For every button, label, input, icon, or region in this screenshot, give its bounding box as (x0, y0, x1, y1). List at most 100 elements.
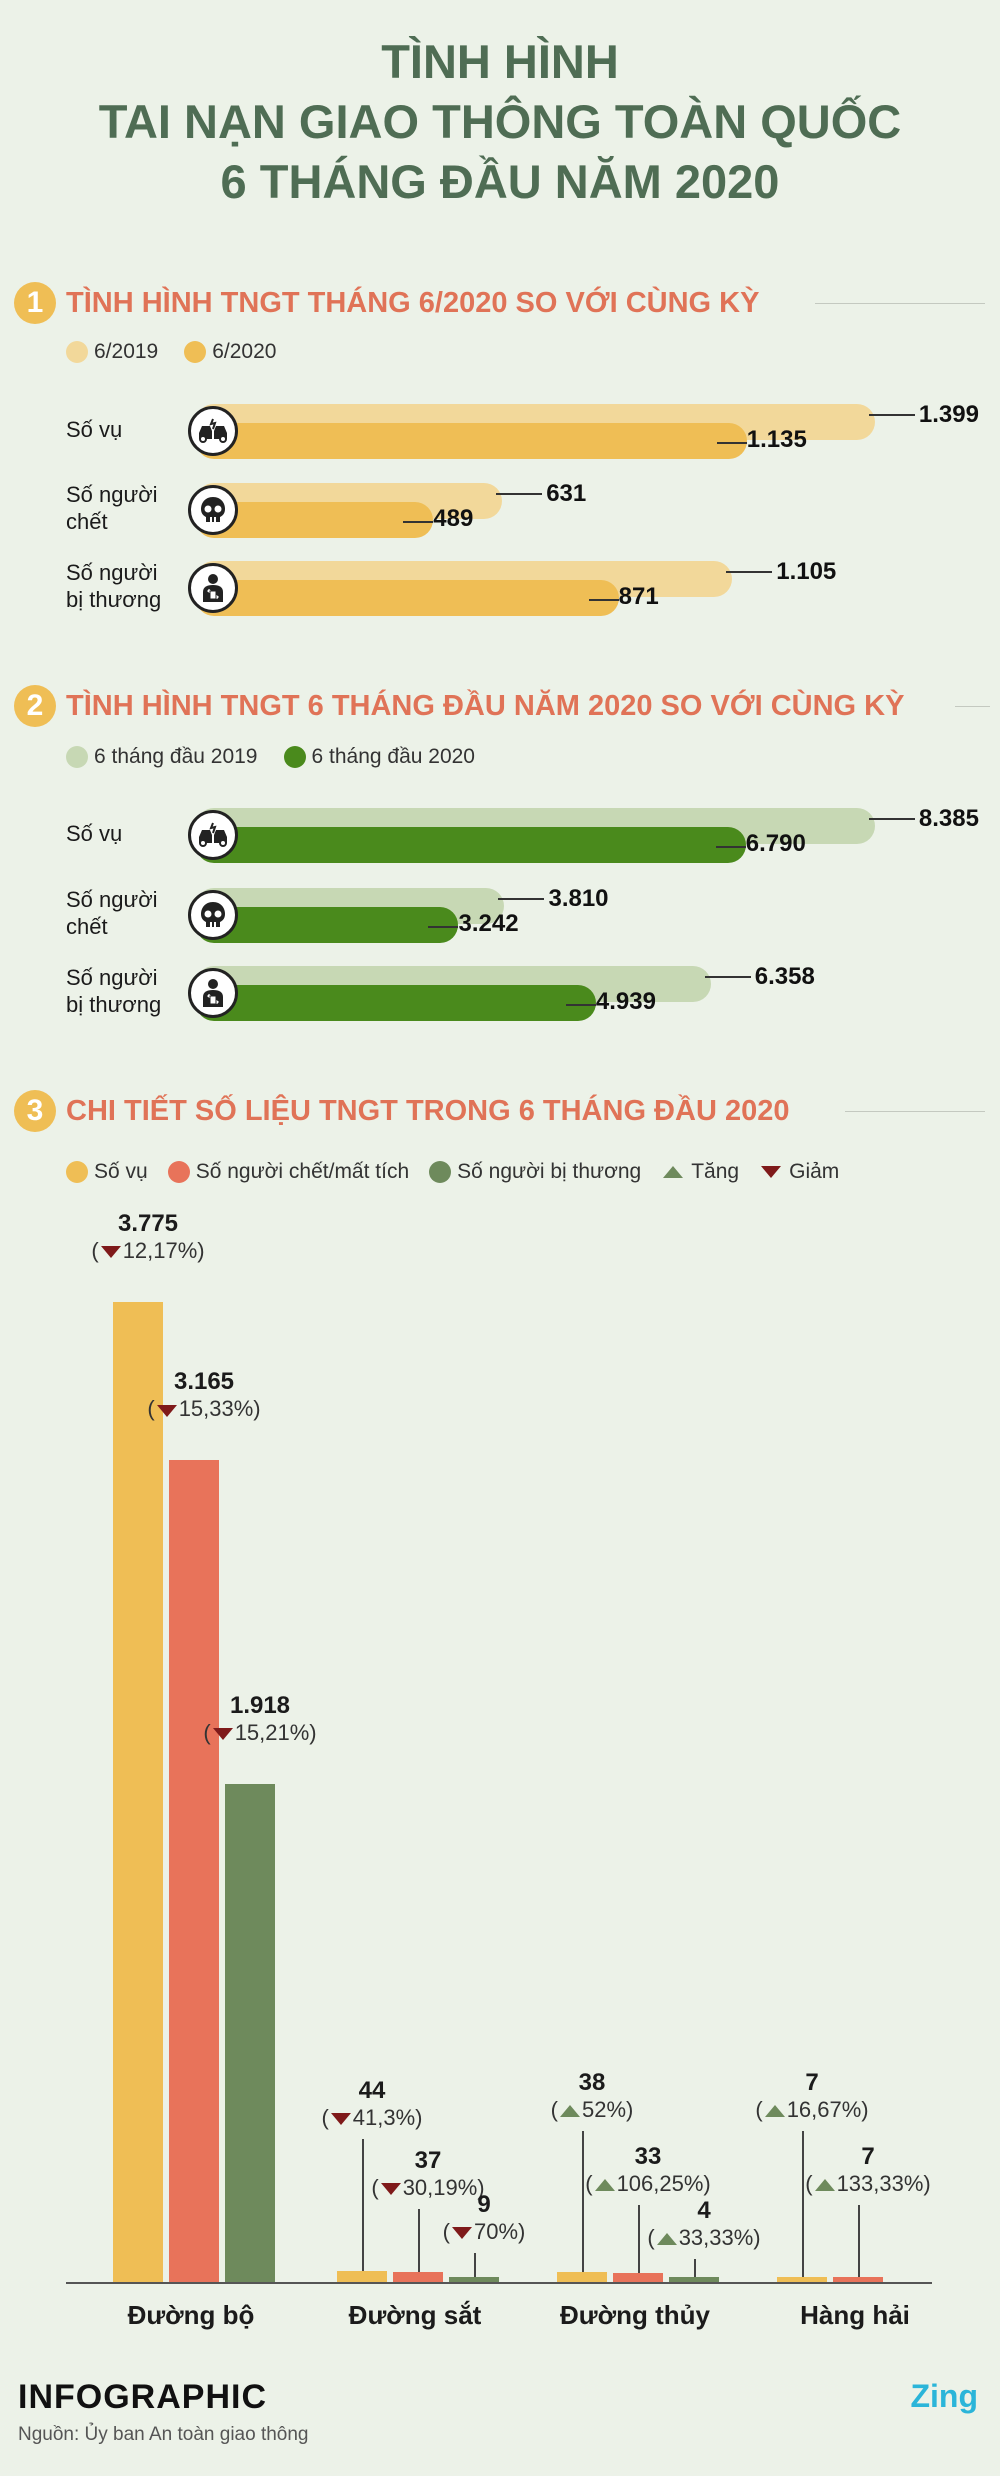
down-triangle-icon (761, 1166, 782, 1178)
data-value: 33 (634, 2143, 662, 2170)
up-triangle-icon (656, 2233, 677, 2246)
legend-item: Tăng (661, 1160, 739, 1184)
data-label: 7(133,33%) (783, 2143, 953, 2197)
bar-deaths (169, 1460, 219, 2282)
value-label-previous: 1.399 (918, 401, 979, 428)
row-label-line: bị thương (66, 992, 162, 1017)
row-label-line: bị thương (66, 587, 162, 612)
data-change: (70%) (442, 2219, 526, 2244)
legend-label: 6 tháng đầu 2019 (94, 745, 258, 768)
data-label: 7(16,67%) (727, 2069, 897, 2123)
down-triangle-icon (156, 1404, 177, 1417)
data-change: (52%) (550, 2097, 634, 2122)
legend-label: Giảm (789, 1160, 840, 1183)
row-label-line: Số người (66, 560, 158, 585)
footer-brand: INFOGRAPHIC (18, 2378, 267, 2416)
legend-label: Số vụ (94, 1160, 148, 1183)
data-value: 4 (697, 2197, 711, 2224)
bar-current (196, 985, 596, 1021)
bar-injuries (449, 2277, 499, 2282)
up-triangle-icon (559, 2105, 580, 2118)
section-3-header: 3 CHI TIẾT SỐ LIỆU TNGT TRONG 6 THÁNG ĐẦ… (14, 1088, 789, 1134)
value-label-current: 4.939 (595, 988, 656, 1015)
leader-line (704, 976, 751, 978)
bar-current (196, 907, 459, 943)
legend-label: 6/2020 (212, 340, 277, 363)
data-change: (15,21%) (203, 1720, 317, 1746)
row-label-line: Số người (66, 965, 158, 990)
down-triangle-icon (380, 2183, 401, 2196)
legend-item: Số người bị thương (429, 1160, 641, 1184)
zing-logo: Zing (910, 2378, 978, 2414)
title-line-2: TAI NẠN GIAO THÔNG TOÀN QUỐC (98, 95, 902, 148)
legend-item: Số vụ (66, 1160, 148, 1184)
bar-deaths (393, 2272, 443, 2282)
title-line-3: 6 THÁNG ĐẦU NĂM 2020 (220, 155, 780, 208)
leader-line (858, 2205, 860, 2277)
up-triangle-icon (814, 2179, 835, 2192)
car-crash-icon (188, 810, 238, 860)
data-label: 3.165(15,33%) (119, 1368, 289, 1422)
data-change: (15,33%) (147, 1396, 261, 1422)
data-label: 9(70%) (399, 2191, 569, 2245)
legend-item: 6 tháng đầu 2019 (66, 745, 258, 769)
bar-cases (777, 2277, 827, 2282)
value-label-previous: 6.358 (754, 963, 815, 990)
x-category-label: Hàng hải (800, 2300, 910, 2330)
row-label-line: chết (66, 914, 108, 939)
legend-swatch (429, 1161, 452, 1183)
bar-cases (113, 1302, 163, 2282)
leader-line (418, 2209, 420, 2273)
value-label-current: 1.135 (746, 426, 807, 453)
data-label: 38(52%) (507, 2069, 677, 2123)
data-value: 37 (414, 2147, 442, 2174)
leader-line (588, 599, 619, 601)
section-2-title: TÌNH HÌNH TNGT 6 THÁNG ĐẦU NĂM 2020 SO V… (66, 689, 905, 722)
row-label: Số người chết (66, 481, 158, 535)
value-label-previous: 8.385 (918, 805, 979, 832)
leader-line (716, 442, 747, 444)
data-change: (30,19%) (371, 2175, 485, 2200)
value-label-current: 6.790 (745, 830, 806, 857)
title-line-1: TÌNH HÌNH (381, 35, 619, 88)
value-label-previous: 1.105 (776, 558, 837, 585)
data-label: 37(30,19%) (343, 2147, 513, 2201)
data-label: 4(33,33%) (619, 2197, 789, 2251)
down-triangle-icon (451, 2227, 472, 2240)
legend-item: Giảm (759, 1160, 839, 1184)
legend-swatch (184, 341, 207, 363)
x-category-label: Đường sắt (348, 2300, 482, 2330)
section-3-title: CHI TIẾT SỐ LIỆU TNGT TRONG 6 THÁNG ĐẦU … (66, 1094, 790, 1127)
section-divider (815, 303, 985, 304)
x-category-label: Đường bộ (127, 2300, 255, 2330)
bar-current (196, 827, 746, 863)
section-2-number: 2 (14, 685, 56, 727)
data-label: 44(41,3%) (287, 2077, 457, 2131)
skull-icon (188, 485, 238, 535)
legend-swatch (167, 1161, 190, 1183)
data-change: (133,33%) (805, 2171, 931, 2196)
leader-line (868, 414, 915, 416)
data-label: 1.918(15,21%) (175, 1692, 345, 1746)
car-crash-icon (188, 406, 238, 456)
bar-cases (337, 2270, 387, 2282)
row-label: Số người bị thương (66, 964, 161, 1018)
leader-line (868, 818, 915, 820)
section-divider (845, 1111, 985, 1112)
bar-injuries (225, 1784, 275, 2282)
value-label-previous: 3.810 (548, 885, 609, 912)
footer-source: Nguồn: Ủy ban An toàn giao thông (18, 2424, 309, 2445)
legend-label: Số người chết/mất tích (195, 1160, 410, 1183)
legend-swatch (66, 341, 88, 363)
data-value: 1.918 (229, 1692, 291, 1720)
bar-injuries (669, 2277, 719, 2282)
data-change: (12,17%) (91, 1238, 205, 1263)
data-value: 44 (358, 2077, 386, 2104)
row-label: Số người bị thương (66, 559, 161, 613)
data-label: 3.775(12,17%) (63, 1210, 233, 1264)
row-label-line: Số vụ (66, 417, 123, 442)
x-category-label: Đường thủy (560, 2300, 710, 2330)
value-label-previous: 631 (546, 480, 587, 507)
section-divider (955, 706, 990, 707)
value-label-current: 3.242 (458, 910, 519, 937)
